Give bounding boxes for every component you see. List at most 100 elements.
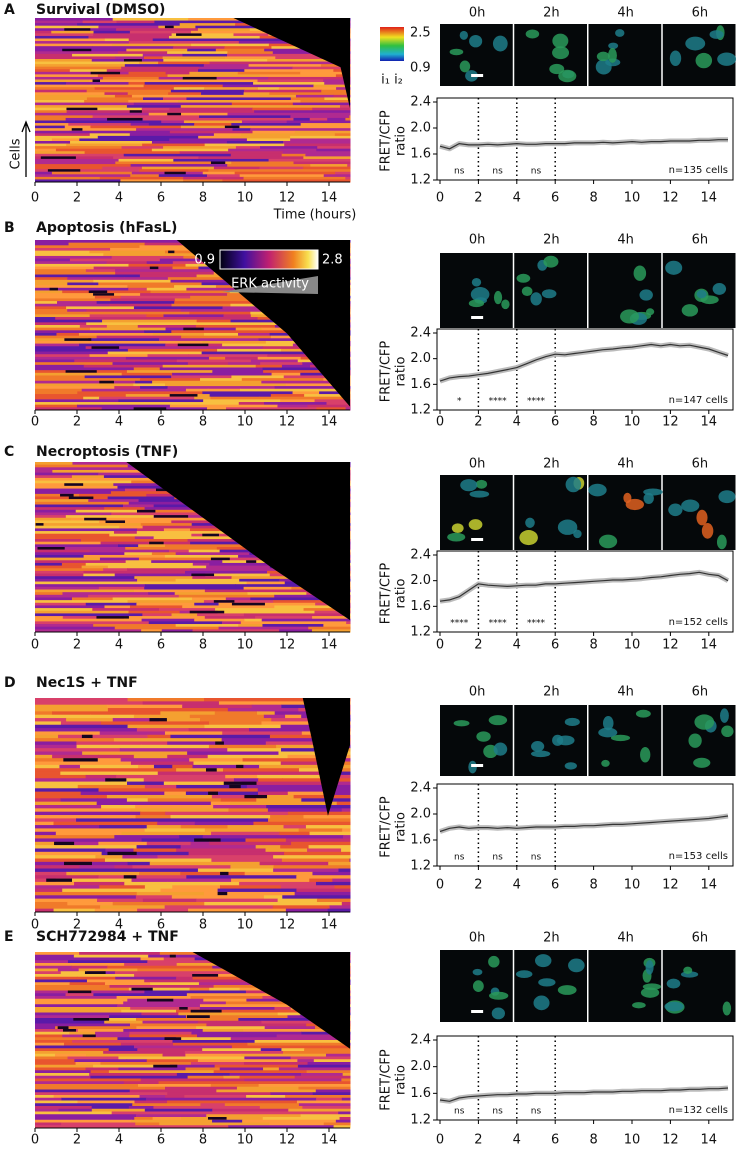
heatmap-cell — [267, 808, 343, 813]
heatmap-cell — [91, 1106, 130, 1110]
heatmap-cell — [243, 92, 270, 96]
ratio-line — [439, 815, 729, 833]
x-tick-label: 2 — [474, 1133, 482, 1148]
heatmap-cell — [185, 1053, 242, 1057]
heatmap-cell — [99, 731, 166, 736]
heatmap-cell — [135, 805, 214, 809]
heatmap-gap — [153, 1064, 178, 1068]
heatmap-cell — [218, 602, 316, 606]
heatmap-cell — [195, 325, 276, 329]
heatmap-cell — [305, 153, 335, 157]
heatmap-cell — [171, 330, 196, 334]
cell-blob — [669, 50, 682, 66]
heatmap-cell — [295, 94, 335, 98]
heatmap-cell — [321, 89, 351, 93]
cell-blob — [459, 60, 471, 73]
heatmap-cell — [246, 784, 351, 789]
cell-blob — [468, 299, 485, 308]
heatmap-cell — [198, 135, 231, 139]
heatmap-cell — [243, 176, 329, 180]
cell-blob — [471, 277, 482, 287]
heatmap-cell — [137, 1048, 203, 1052]
heatmap-cell — [330, 112, 351, 116]
heatmap-cell — [187, 362, 229, 366]
heatmap-gap — [186, 1015, 210, 1018]
heatmap-cell — [293, 117, 311, 121]
heatmap-cell — [35, 560, 127, 564]
heatmap-cell — [105, 868, 199, 873]
heatmap-cell — [264, 48, 338, 52]
heatmap-cell — [329, 905, 351, 910]
heatmap-cell — [144, 828, 206, 833]
heatmap-cell — [233, 778, 259, 783]
heatmap-cell — [35, 1001, 124, 1005]
heatmap-cell — [35, 512, 112, 516]
heatmap-cell — [235, 146, 261, 150]
time-label: 0h — [469, 457, 486, 472]
heatmap-cell — [104, 38, 130, 42]
heatmap-cell — [222, 84, 314, 88]
heatmap-cell — [35, 66, 122, 70]
heatmap-cell — [134, 536, 155, 540]
heatmap-cell — [35, 957, 142, 961]
heatmap-cell — [197, 868, 274, 873]
heatmap-gap — [244, 794, 268, 799]
time-label: 6h — [692, 233, 709, 248]
heatmap-cell — [197, 1020, 217, 1024]
heatmap-cell — [303, 166, 351, 170]
heatmap-cell — [114, 835, 180, 839]
heatmap-cell — [64, 125, 91, 129]
heatmap-cell — [123, 153, 232, 157]
heatmap-cell — [192, 576, 232, 580]
heatmap-cell — [133, 383, 166, 387]
heatmap-cell — [83, 554, 166, 559]
heatmap-cell — [183, 176, 245, 180]
heatmap-cell — [35, 1015, 110, 1019]
ratio-line — [439, 343, 729, 382]
heatmap-cell — [114, 865, 134, 870]
heatmap-cell — [269, 734, 320, 739]
heatmap-cell — [312, 616, 351, 620]
heatmap-cell — [66, 306, 135, 310]
heatmap-cell — [271, 718, 336, 722]
heatmap-cell — [138, 544, 166, 548]
cell-blob — [468, 760, 477, 774]
cell-blob — [493, 290, 503, 305]
heatmap-cell — [76, 744, 142, 749]
heatmap-cell — [302, 1106, 351, 1110]
heatmap-cell — [106, 1018, 137, 1022]
heatmap-cell — [133, 102, 233, 106]
heatmap-cell — [258, 1081, 351, 1085]
heatmap-gap — [92, 79, 101, 83]
heatmap-cell — [35, 533, 110, 537]
heatmap-cell — [310, 61, 351, 65]
heatmap-cell — [324, 82, 351, 86]
heatmap-cell — [172, 764, 193, 769]
heatmap-cell — [107, 565, 207, 569]
heatmap-cell — [35, 851, 103, 856]
heatmap-cell — [93, 1064, 171, 1068]
cell-blob — [665, 260, 683, 275]
heatmap-cell — [103, 1086, 166, 1090]
heatmap-gap — [107, 117, 143, 121]
x-tick-label: 4 — [115, 1133, 123, 1148]
heatmap-cell — [148, 112, 228, 116]
heatmap-cell — [185, 1067, 221, 1071]
heatmap-cell — [137, 325, 197, 329]
heatmap-cell — [281, 364, 311, 368]
heatmap-cell — [67, 309, 87, 313]
heatmap-cell — [169, 130, 254, 134]
heatmap-cell — [177, 100, 241, 104]
heatmap-cell — [120, 758, 190, 763]
heatmap-cell — [227, 708, 299, 712]
heatmap-cell — [341, 1097, 351, 1101]
heatmap-cell — [96, 301, 175, 305]
heatmap-gap — [68, 496, 94, 500]
cell-blob — [695, 52, 713, 69]
heatmap-cell — [338, 1111, 351, 1115]
heatmap-cell — [160, 888, 219, 893]
heatmap-cell — [35, 724, 129, 729]
y-tick-label: 1.2 — [410, 625, 431, 640]
heatmap-cell — [130, 164, 197, 168]
cell-blob — [722, 1001, 732, 1016]
